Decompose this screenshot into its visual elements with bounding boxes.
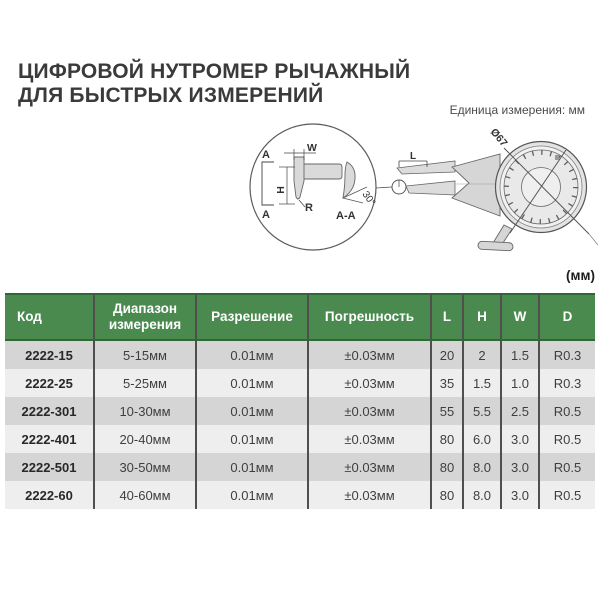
- cell-l: 55: [431, 397, 464, 425]
- cell-code: 2222-501: [5, 453, 95, 481]
- cell-d: R0.5: [539, 453, 595, 481]
- page-title-line2: ДЛЯ БЫСТРЫХ ИЗМЕРЕНИЙ: [18, 84, 324, 107]
- label-w: W: [307, 142, 317, 154]
- dial-face: [494, 140, 599, 246]
- cell-range: 5-15мм: [94, 340, 197, 369]
- cell-accuracy: ±0.03мм: [308, 340, 432, 369]
- table-row: 2222-15 5-15мм 0.01мм ±0.03мм 20 2 1.5 R…: [5, 340, 595, 369]
- balloon-connector: [391, 179, 407, 195]
- release-lever: [477, 224, 514, 252]
- cell-l: 80: [431, 453, 464, 481]
- label-r: R: [305, 202, 313, 214]
- cell-d: R0.3: [539, 340, 595, 369]
- cell-range: 30-50мм: [94, 453, 197, 481]
- leader-r: [298, 199, 306, 208]
- cell-w: 2.5: [501, 397, 540, 425]
- gauge-body-cone: [451, 153, 501, 217]
- cell-l: 80: [431, 425, 464, 453]
- cell-h: 2: [463, 340, 502, 369]
- cell-accuracy: ±0.03мм: [308, 397, 432, 425]
- cell-d: R0.5: [539, 397, 595, 425]
- cell-w: 1.5: [501, 340, 540, 369]
- dimension-l: [398, 160, 428, 167]
- cell-h: 8.0: [463, 453, 502, 481]
- table-row: 2222-301 10-30мм 0.01мм ±0.03мм 55 5.5 2…: [5, 397, 595, 425]
- column-header-code: Код: [5, 293, 95, 341]
- cell-h: 1.5: [463, 369, 502, 397]
- cell-l: 80: [431, 481, 464, 509]
- cell-w: 1.0: [501, 369, 540, 397]
- cell-accuracy: ±0.03мм: [308, 453, 432, 481]
- cell-l: 35: [431, 369, 464, 397]
- column-header-accuracy: Погрешность: [308, 293, 432, 341]
- table-unit-note: (мм): [566, 268, 595, 283]
- angle-lines: [342, 186, 368, 204]
- label-l: L: [410, 151, 416, 162]
- cell-w: 3.0: [501, 425, 540, 453]
- table-row: 2222-60 40-60мм 0.01мм ±0.03мм 80 8.0 3.…: [5, 481, 595, 509]
- page-title-line1: ЦИФРОВОЙ НУТРОМЕР РЫЧАЖНЫЙ: [18, 60, 411, 83]
- column-header-resolution: Разрешение: [196, 293, 309, 341]
- page-title: ЦИФРОВОЙ НУТРОМЕР РЫЧАЖНЫЙ ДЛЯ БЫСТРЫХ И…: [18, 60, 458, 108]
- upper-measuring-arm: [396, 160, 456, 175]
- cell-resolution: 0.01мм: [196, 453, 309, 481]
- column-header-w: W: [501, 293, 540, 341]
- cell-d: R0.5: [539, 425, 595, 453]
- cell-h: 5.5: [463, 397, 502, 425]
- cell-resolution: 0.01мм: [196, 369, 309, 397]
- cell-accuracy: ±0.03мм: [308, 425, 432, 453]
- detail-connector-line: [375, 186, 393, 189]
- dial-tick-ring: [504, 150, 578, 224]
- detail-view-circle: [249, 123, 377, 251]
- table-row: 2222-401 20-40мм 0.01мм ±0.03мм 80 6.0 3…: [5, 425, 595, 453]
- cell-w: 3.0: [501, 453, 540, 481]
- label-diameter: Ø67: [488, 126, 510, 149]
- label-a-bottom: A: [262, 209, 270, 221]
- cell-code: 2222-60: [5, 481, 95, 509]
- cell-w: 3.0: [501, 481, 540, 509]
- cell-range: 5-25мм: [94, 369, 197, 397]
- unit-note: Единица измерения: мм: [449, 103, 585, 117]
- cell-range: 10-30мм: [94, 397, 197, 425]
- cell-accuracy: ±0.03мм: [308, 369, 432, 397]
- cell-code: 2222-401: [5, 425, 95, 453]
- cell-range: 20-40мм: [94, 425, 197, 453]
- measuring-tip-drawing: [293, 156, 343, 200]
- lower-measuring-arm: [405, 180, 456, 196]
- spec-table: Код Диапазон измерения Разрешение Погреш…: [5, 293, 595, 509]
- section-line-a: [261, 161, 274, 206]
- label-a-top: A: [262, 149, 270, 161]
- cell-code: 2222-15: [5, 340, 95, 369]
- cell-resolution: 0.01мм: [196, 425, 309, 453]
- dimension-w: [284, 149, 316, 160]
- column-header-d: D: [539, 293, 595, 341]
- technical-diagram: W A A H R 30° A-A: [249, 123, 599, 252]
- dimension-h: [279, 166, 295, 205]
- column-header-range: Диапазон измерения: [94, 293, 197, 341]
- cell-resolution: 0.01мм: [196, 481, 309, 509]
- cell-l: 20: [431, 340, 464, 369]
- cell-d: R0.3: [539, 369, 595, 397]
- cell-h: 6.0: [463, 425, 502, 453]
- cell-range: 40-60мм: [94, 481, 197, 509]
- header-row: Код Диапазон измерения Разрешение Погреш…: [5, 293, 595, 341]
- cell-resolution: 0.01мм: [196, 397, 309, 425]
- cell-accuracy: ±0.03мм: [308, 481, 432, 509]
- cell-code: 2222-25: [5, 369, 95, 397]
- cell-d: R0.5: [539, 481, 595, 509]
- column-header-h: H: [463, 293, 502, 341]
- cell-code: 2222-301: [5, 397, 95, 425]
- table-row: 2222-25 5-25мм 0.01мм ±0.03мм 35 1.5 1.0…: [5, 369, 595, 397]
- column-header-l: L: [431, 293, 464, 341]
- label-section: A-A: [336, 210, 356, 222]
- cell-h: 8.0: [463, 481, 502, 509]
- label-h: H: [275, 186, 287, 194]
- cell-resolution: 0.01мм: [196, 340, 309, 369]
- table-row: 2222-501 30-50мм 0.01мм ±0.03мм 80 8.0 3…: [5, 453, 595, 481]
